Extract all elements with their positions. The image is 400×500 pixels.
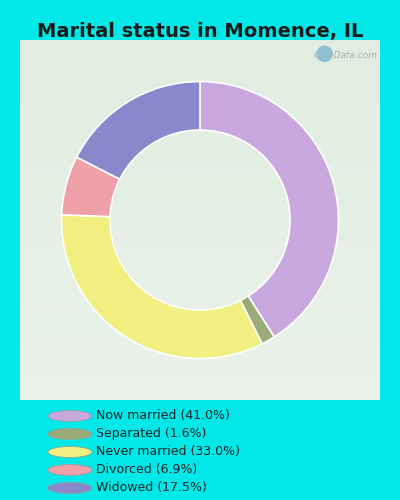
Wedge shape: [62, 157, 120, 216]
Wedge shape: [62, 215, 262, 358]
Wedge shape: [200, 82, 338, 337]
Text: Now married (41.0%): Now married (41.0%): [96, 410, 230, 422]
Wedge shape: [77, 82, 200, 179]
Circle shape: [316, 46, 333, 62]
Circle shape: [48, 428, 92, 440]
Text: Divorced (6.9%): Divorced (6.9%): [96, 464, 197, 476]
Wedge shape: [240, 296, 274, 344]
Circle shape: [48, 410, 92, 422]
Circle shape: [48, 464, 92, 475]
Circle shape: [48, 482, 92, 494]
Text: Widowed (17.5%): Widowed (17.5%): [96, 482, 207, 494]
Text: Never married (33.0%): Never married (33.0%): [96, 446, 240, 458]
Text: City-Data.com: City-Data.com: [313, 51, 377, 60]
Text: Separated (1.6%): Separated (1.6%): [96, 428, 206, 440]
Circle shape: [48, 446, 92, 458]
Text: Marital status in Momence, IL: Marital status in Momence, IL: [37, 22, 363, 42]
